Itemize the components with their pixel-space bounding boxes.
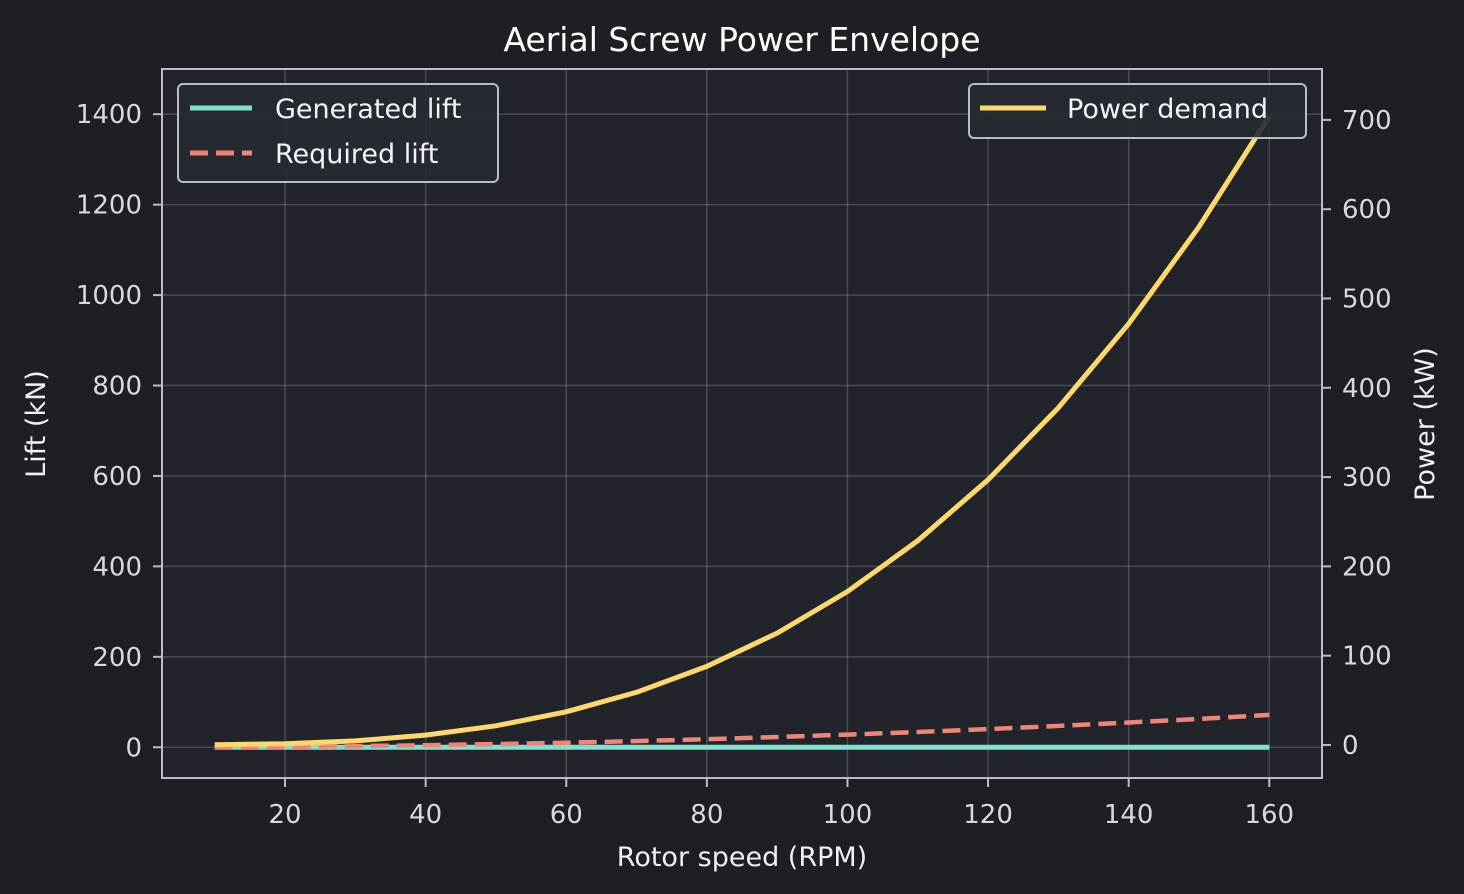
- chart-title: Aerial Screw Power Envelope: [503, 20, 980, 59]
- plot-frame: [161, 68, 1323, 779]
- legend-label-required-lift: Required lift: [275, 139, 438, 170]
- left-y-tick-label: 600: [92, 462, 142, 492]
- right-y-tick-label: 700: [1342, 106, 1392, 136]
- series-line-required-lift: [214, 712, 1270, 750]
- legend-label-power-demand: Power demand: [1067, 94, 1268, 125]
- right-y-tick-label: 200: [1342, 552, 1392, 582]
- left-y-tick-label: 800: [92, 372, 142, 402]
- x-tick-label: 140: [1104, 800, 1154, 830]
- right-axis-label: Power (kW): [1410, 347, 1441, 501]
- legend-left: Generated lift Required lift: [177, 83, 499, 183]
- series-layer: [214, 114, 1272, 750]
- left-y-tick-label: 200: [92, 643, 142, 673]
- x-tick-label: 40: [409, 800, 442, 830]
- legend-label-generated-lift: Generated lift: [275, 94, 461, 125]
- legend-right: Power demand: [968, 83, 1307, 139]
- left-y-tick-label: 1200: [76, 191, 142, 221]
- series-line-power-demand: [214, 114, 1272, 748]
- left-y-tick-label: 400: [92, 552, 142, 582]
- x-tick-label: 20: [268, 800, 301, 830]
- x-axis-label: Rotor speed (RPM): [617, 842, 867, 873]
- x-tick-label: 160: [1244, 800, 1294, 830]
- right-y-tick-label: 300: [1342, 463, 1392, 493]
- x-tick-label: 100: [823, 800, 873, 830]
- right-y-tick-label: 400: [1342, 374, 1392, 404]
- right-y-tick-label: 600: [1342, 195, 1392, 225]
- right-y-tick-label: 0: [1342, 731, 1359, 761]
- left-axis-label: Lift (kN): [21, 370, 52, 478]
- x-tick-label: 120: [963, 800, 1013, 830]
- right-y-tick-label: 500: [1342, 284, 1392, 314]
- left-y-tick-label: 0: [125, 733, 142, 763]
- left-y-tick-label: 1000: [76, 281, 142, 311]
- legend-left-box: [177, 83, 499, 183]
- plot-area: [162, 69, 1322, 778]
- right-y-tick-label: 100: [1342, 642, 1392, 672]
- x-tick-label: 80: [690, 800, 723, 830]
- x-tick-label: 60: [550, 800, 583, 830]
- left-y-tick-label: 1400: [76, 100, 142, 130]
- legend-right-box: [968, 83, 1307, 139]
- ticks: 20 40 60 80 100 120 140 16002004006008001000120…: [76, 100, 1392, 830]
